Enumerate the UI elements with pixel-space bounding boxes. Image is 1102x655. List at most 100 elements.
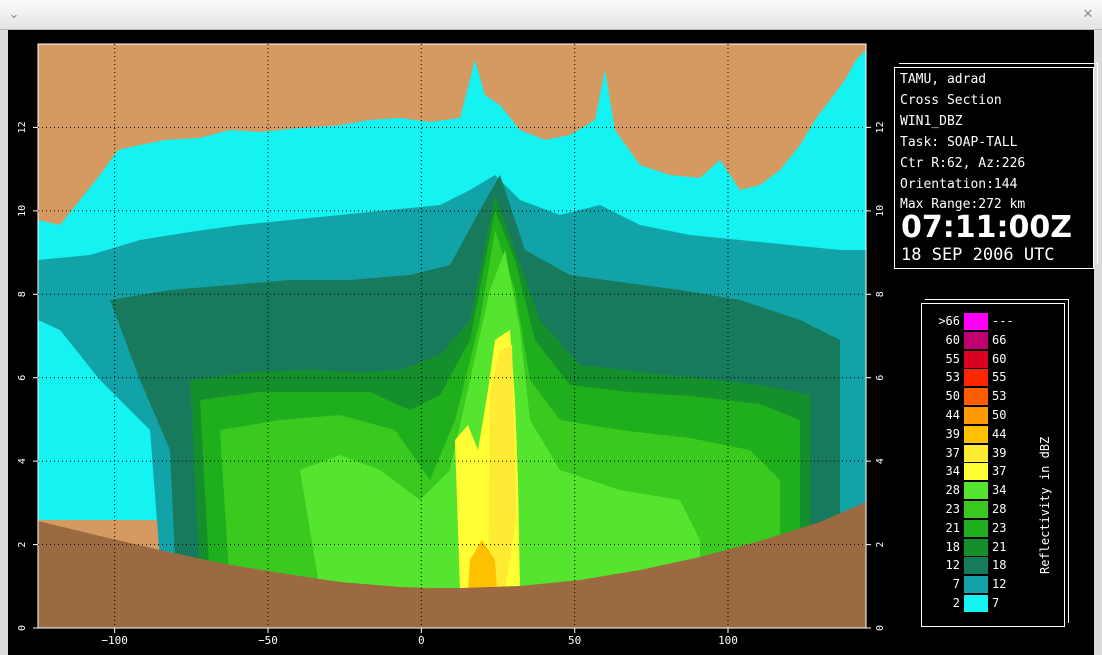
window-titlebar: ⌄ ✕ xyxy=(0,0,1102,30)
legend-low-value: 23 xyxy=(945,502,960,516)
y-tick-label-left: 12 xyxy=(17,121,28,133)
x-tick-label: 100 xyxy=(718,634,738,647)
legend-row: 28 34 xyxy=(922,482,1066,500)
legend-swatch xyxy=(964,463,988,481)
echo-layer-44dbz xyxy=(468,540,497,590)
y-axis-ticks-right: 0 2 4 6 8 10 12 xyxy=(866,121,886,631)
legend-swatch xyxy=(964,576,988,594)
info-site: TAMU, adrad xyxy=(900,72,987,87)
plot-frame xyxy=(37,43,867,629)
y-tick-label-right: 2 xyxy=(875,542,886,548)
legend-row: 44 50 xyxy=(922,407,1066,424)
legend-high-value: 28 xyxy=(992,502,1007,516)
legend-high-value: --- xyxy=(992,314,1014,328)
legend-row: 34 37 xyxy=(922,463,1066,481)
info-panel-shadow xyxy=(899,63,1098,264)
info-task: Task: SOAP-TALL xyxy=(900,135,1018,150)
legend-swatch xyxy=(964,369,988,387)
legend-swatch xyxy=(964,557,988,575)
x-tick-label: 50 xyxy=(568,634,581,647)
legend-row: 21 23 xyxy=(922,519,1066,537)
legend-row: 18 21 xyxy=(922,538,1066,556)
legend-high-value: 53 xyxy=(992,389,1007,404)
x-tick-label: 0 xyxy=(418,634,425,647)
legend-high-value: 39 xyxy=(992,445,1007,460)
legend-row: >66 --- xyxy=(922,313,1066,330)
info-center: Ctr R:62, Az:226 xyxy=(900,156,1026,171)
legend-low-value: 39 xyxy=(945,426,960,441)
y-tick-label-left: 8 xyxy=(17,291,28,297)
legend-swatch xyxy=(964,350,988,368)
info-time: 07:11:00Z xyxy=(901,210,1072,245)
y-tick-label-right: 8 xyxy=(875,291,886,297)
legend-high-value: 44 xyxy=(992,426,1007,441)
legend-swatch xyxy=(964,313,988,330)
legend-low-value: 44 xyxy=(945,408,960,422)
y-tick-label-left: 2 xyxy=(17,542,28,548)
y-tick-label-right: 10 xyxy=(875,205,886,217)
chevron-down-icon[interactable]: ⌄ xyxy=(8,7,20,22)
legend-row: 37 39 xyxy=(922,444,1066,462)
legend-box: >66 --- 60 66 55 60 53 55 50 53 44 50 39 44 37 39 34 37 28… xyxy=(921,303,1065,627)
info-field: WIN1_DBZ xyxy=(900,114,963,129)
y-tick-label-left: 6 xyxy=(17,375,28,381)
info-date: 18 SEP 2006 UTC xyxy=(901,245,1055,265)
legend-high-value: 7 xyxy=(992,596,1000,610)
info-product: Cross Section xyxy=(900,93,1002,108)
legend-row: 12 18 xyxy=(922,557,1066,575)
y-tick-label-left: 0 xyxy=(17,625,28,631)
window-frame-left xyxy=(0,30,8,655)
x-tick-label: −100 xyxy=(101,634,128,647)
info-orientation: Orientation:144 xyxy=(900,177,1018,192)
legend-low-value: 60 xyxy=(945,332,960,347)
legend-low-value: 7 xyxy=(952,577,960,592)
legend-swatch xyxy=(964,519,988,537)
legend-title-svg: Reflectivity in dBZ xyxy=(1038,437,1052,574)
legend-row: 55 60 xyxy=(922,350,1066,368)
legend-row: 50 53 xyxy=(922,388,1066,406)
legend-low-value: 18 xyxy=(945,539,960,554)
legend-high-value: 55 xyxy=(992,370,1007,385)
info-panel: TAMU, adrad Cross Section WIN1_DBZ Task:… xyxy=(894,63,1098,269)
legend-swatch xyxy=(964,388,988,406)
legend-swatch xyxy=(964,444,988,462)
y-tick-label-right: 12 xyxy=(875,121,886,133)
grid-lines xyxy=(38,44,866,628)
y-tick-label-right: 4 xyxy=(875,458,886,464)
info-max-range: Max Range:272 km xyxy=(900,197,1026,212)
legend-swatch xyxy=(964,595,988,612)
legend-row: 39 44 xyxy=(922,425,1066,443)
legend-title: Reflectivity in dBZ xyxy=(1038,437,1052,574)
y-tick-label-left: 4 xyxy=(17,458,28,464)
legend-row: 60 66 xyxy=(922,331,1066,349)
legend-high-value: 21 xyxy=(992,539,1007,554)
y-axis-ticks-left: 0 2 4 6 8 10 12 xyxy=(17,121,38,631)
close-icon[interactable]: ✕ xyxy=(1082,7,1094,22)
legend-swatch xyxy=(964,331,988,349)
legend-low-value: 53 xyxy=(945,370,960,385)
legend-row: 23 28 xyxy=(922,501,1066,518)
x-axis-ticks: −100 −50 0 50 100 xyxy=(101,628,738,647)
y-tick-label-left: 10 xyxy=(17,205,28,217)
legend-low-value: >66 xyxy=(938,314,960,328)
legend-swatch xyxy=(964,538,988,556)
legend-low-value: 55 xyxy=(945,351,960,366)
legend-swatch xyxy=(964,501,988,518)
legend-row: 53 55 xyxy=(922,369,1066,387)
legend-high-value: 23 xyxy=(992,520,1007,535)
legend-low-value: 34 xyxy=(945,464,960,479)
legend-low-value: 50 xyxy=(945,389,960,404)
echo-layer-39dbz xyxy=(488,345,516,590)
legend-low-value: 21 xyxy=(945,520,960,535)
legend-low-value: 37 xyxy=(945,445,960,460)
legend-row: 7 12 xyxy=(922,576,1066,594)
legend-low-value: 28 xyxy=(945,483,960,498)
y-tick-label-right: 0 xyxy=(875,625,886,631)
terrain xyxy=(38,502,866,628)
legend-swatch xyxy=(964,425,988,443)
color-legend: >66 --- 60 66 55 60 53 55 50 53 44 50 39 44 37 39 34 37 28… xyxy=(921,299,1069,630)
legend-low-value: 2 xyxy=(952,596,960,610)
legend-high-value: 37 xyxy=(992,464,1007,479)
